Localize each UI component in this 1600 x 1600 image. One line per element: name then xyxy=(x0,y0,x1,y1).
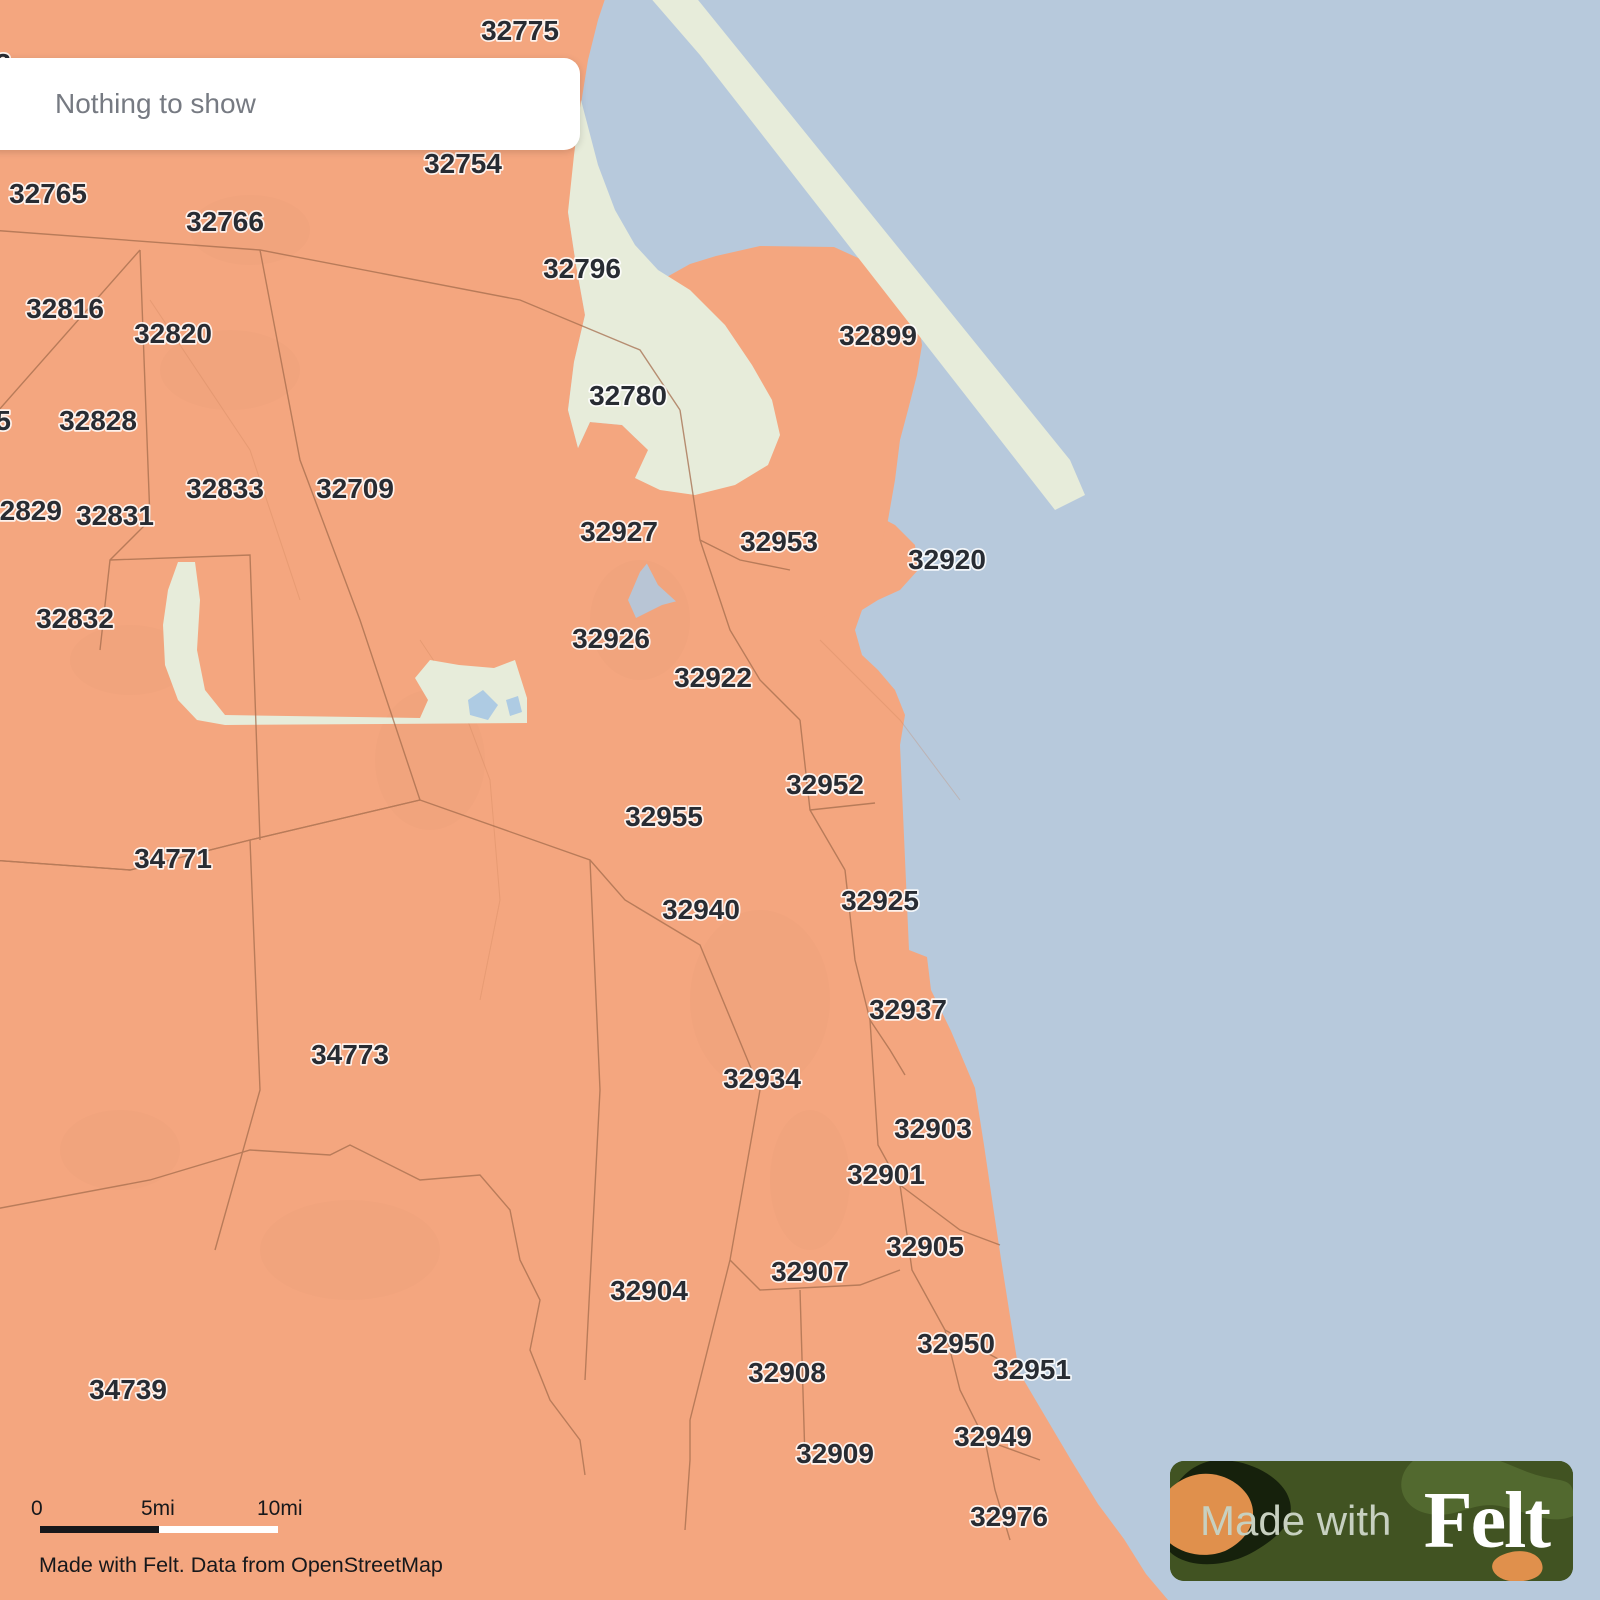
svg-text:32904: 32904 xyxy=(610,1275,688,1306)
svg-text:32816: 32816 xyxy=(26,293,104,324)
svg-text:32796: 32796 xyxy=(543,253,621,284)
svg-text:32976: 32976 xyxy=(970,1501,1048,1532)
svg-text:32709: 32709 xyxy=(316,473,394,504)
svg-text:32833: 32833 xyxy=(186,473,264,504)
svg-text:32949: 32949 xyxy=(954,1421,1032,1452)
svg-text:32820: 32820 xyxy=(134,318,212,349)
svg-text:32765: 32765 xyxy=(9,178,87,209)
svg-text:34771: 34771 xyxy=(134,843,212,874)
svg-text:32828: 32828 xyxy=(59,405,137,436)
svg-text:32934: 32934 xyxy=(723,1063,801,1094)
svg-text:32831: 32831 xyxy=(76,500,154,531)
svg-text:32725: 32725 xyxy=(0,405,11,436)
svg-text:32952: 32952 xyxy=(786,769,864,800)
svg-text:32950: 32950 xyxy=(917,1328,995,1359)
svg-text:32780: 32780 xyxy=(589,380,667,411)
svg-text:32940: 32940 xyxy=(662,894,740,925)
svg-text:32903: 32903 xyxy=(894,1113,972,1144)
svg-text:32926: 32926 xyxy=(572,623,650,654)
svg-text:34739: 34739 xyxy=(89,1374,167,1405)
svg-text:32951: 32951 xyxy=(993,1354,1071,1385)
svg-text:32909: 32909 xyxy=(796,1438,874,1469)
svg-text:32953: 32953 xyxy=(740,526,818,557)
svg-text:32925: 32925 xyxy=(841,885,919,916)
svg-text:32832: 32832 xyxy=(36,603,114,634)
svg-text:32905: 32905 xyxy=(886,1231,964,1262)
svg-text:32899: 32899 xyxy=(839,320,917,351)
svg-text:34773: 34773 xyxy=(311,1039,389,1070)
svg-text:32829: 32829 xyxy=(0,495,62,526)
svg-text:32908: 32908 xyxy=(748,1357,826,1388)
svg-text:32766: 32766 xyxy=(186,206,264,237)
svg-text:32927: 32927 xyxy=(580,516,658,547)
svg-text:32907: 32907 xyxy=(771,1256,849,1287)
svg-text:32955: 32955 xyxy=(625,801,703,832)
svg-text:32901: 32901 xyxy=(847,1159,925,1190)
svg-text:32937: 32937 xyxy=(869,994,947,1025)
svg-text:32754: 32754 xyxy=(424,148,502,179)
svg-text:32775: 32775 xyxy=(481,15,559,46)
svg-text:32922: 32922 xyxy=(674,662,752,693)
svg-text:32920: 32920 xyxy=(908,544,986,575)
